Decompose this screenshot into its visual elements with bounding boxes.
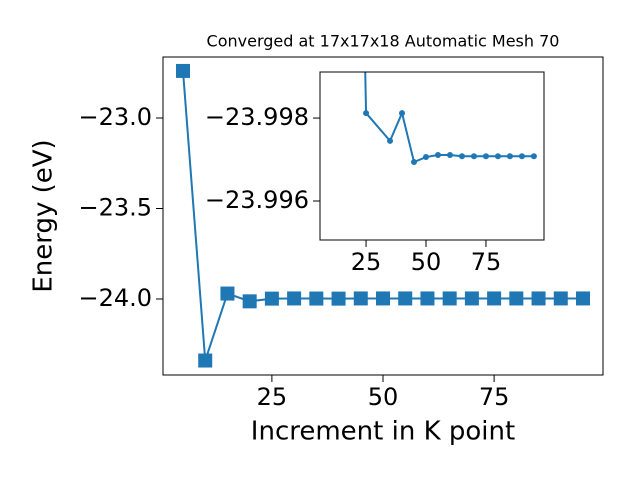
x-tick-label: 25 [257, 383, 288, 411]
y-tick-label: −24.0 [78, 284, 152, 312]
marker [494, 153, 501, 160]
marker [530, 153, 537, 160]
x-tick-label: 50 [368, 383, 399, 411]
plot-area [176, 63, 590, 368]
marker [446, 151, 453, 158]
marker [464, 291, 479, 306]
marker [434, 151, 441, 158]
x-tick-label: 50 [411, 248, 442, 276]
x-tick-label: 25 [351, 248, 382, 276]
y-tick-label: −23.0 [78, 103, 152, 131]
axes-frame [162, 56, 604, 376]
marker [470, 153, 477, 160]
marker [506, 153, 513, 160]
y-tick-label: −23.5 [78, 193, 152, 221]
marker [376, 291, 390, 306]
marker [353, 291, 368, 306]
marker [176, 63, 190, 78]
y-tick-label: −23.996 [205, 186, 309, 214]
marker [509, 291, 524, 306]
y-tick-label: −23.998 [205, 103, 309, 131]
x-axis-label: Increment in K point [251, 417, 515, 447]
x-tick-label: 75 [479, 383, 510, 411]
marker [423, 154, 430, 161]
marker [398, 291, 413, 306]
marker [331, 291, 346, 306]
marker [264, 291, 279, 306]
plot-area [363, 72, 537, 166]
marker [531, 291, 546, 306]
marker [309, 291, 324, 306]
marker [482, 153, 489, 160]
marker [553, 291, 568, 306]
marker [458, 153, 465, 160]
x-tick-label: 75 [471, 248, 502, 276]
marker [287, 291, 302, 306]
marker [442, 291, 457, 306]
chart-title: Converged at 17x17x18 Automatic Mesh 70 [207, 32, 560, 51]
marker [399, 110, 406, 117]
marker [198, 353, 213, 368]
marker [487, 291, 502, 306]
marker [220, 286, 235, 301]
marker [242, 294, 257, 309]
marker [420, 291, 435, 306]
marker [411, 159, 418, 166]
axes-frame [319, 71, 545, 241]
marker [576, 291, 590, 306]
marker [363, 110, 370, 117]
y-axis-label: Energy (eV) [29, 139, 59, 292]
marker [518, 153, 525, 160]
marker [387, 137, 394, 144]
